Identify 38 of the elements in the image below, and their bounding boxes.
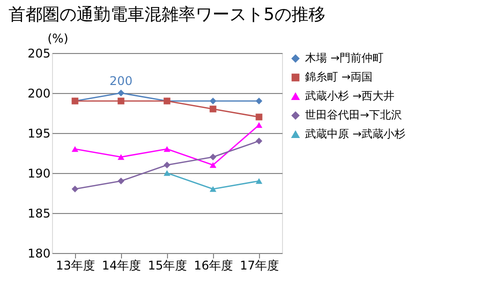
point [164,146,170,152]
y-tick-label: 180 [28,246,50,260]
point [256,178,262,184]
y-tick-label: 185 [28,206,50,220]
legend-label: 錦糸町 →両国 [305,70,373,84]
point [256,114,262,120]
point [118,90,124,96]
point [210,162,216,168]
legend-label: 木場 →門前仲町 [305,52,384,64]
point [210,98,216,104]
x-tick-label: 15年度 [148,258,188,272]
y-tick-label: 205 [28,46,50,60]
point [118,98,124,104]
chart-title: 首都圏の通勤電車混雑率ワースト5の推移 [8,5,326,25]
y-tick-label: 190 [28,166,50,180]
y-axis-title: (%) [48,32,68,46]
x-tick-label: 14年度 [102,258,142,272]
point [72,186,78,192]
point [210,154,216,160]
point [256,138,262,144]
legend-label: 武蔵小杉 →西大井 [305,90,395,102]
annotation: 200 [110,74,132,88]
point [164,162,170,168]
point [164,170,170,176]
legend-label: 世田谷代田→下北沢 [305,108,402,122]
legend-label: 武蔵中原 →武蔵小杉 [305,128,406,140]
x-tick-label: 16年度 [194,258,234,272]
y-tick-label: 195 [28,126,50,140]
x-tick-label: 17年度 [240,258,280,272]
point [256,122,262,128]
x-tick-label: 13年度 [56,258,96,272]
y-tick-label: 200 [28,86,50,100]
point [118,154,124,160]
point [210,186,216,192]
point [118,178,124,184]
point [210,106,216,112]
point [256,98,262,104]
point [72,146,78,152]
